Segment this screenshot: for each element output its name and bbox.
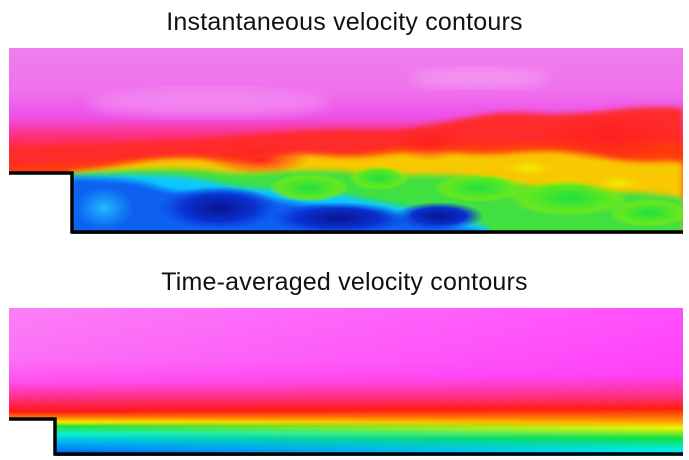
panel-title-time-averaged: Time-averaged velocity contours [161,268,528,296]
instantaneous-contour-image [9,48,683,234]
panel-title-instantaneous: Instantaneous velocity contours [166,8,523,36]
time-averaged-contour-image [9,308,683,456]
time-averaged-velocity-contour-plot [9,308,683,456]
instantaneous-velocity-contour-plot [9,48,683,234]
